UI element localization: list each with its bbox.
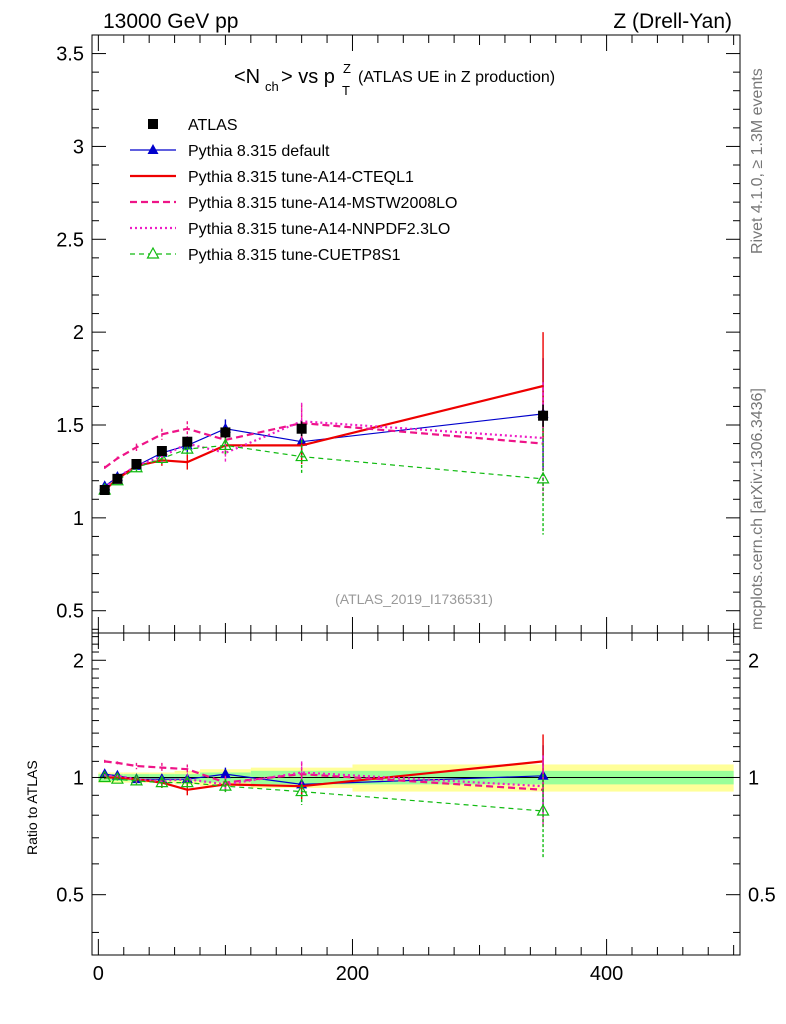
atlas-point [220,427,231,438]
ratio-mc5-point [129,773,143,786]
main-mc5-point [180,441,194,454]
ratio-ytick-label-right: 2 [748,650,759,672]
main-ytick-label: 2.5 [56,229,84,251]
ratio-mc5-point [218,778,232,791]
legend-label: Pythia 8.315 default [188,143,330,160]
title-suffix: (ATLAS UE in Z production) [358,69,555,86]
ratio-mc1-point [219,768,231,779]
main-ytick-label: 1 [73,508,84,530]
main-mc5-point [218,438,232,451]
analysis-label: (ATLAS_2019_I1736531) [335,591,493,607]
ratio-mc5-line [104,776,544,812]
legend-label: Pythia 8.315 tune-CUETP8S1 [188,247,401,264]
ratio-mc5-point [295,784,309,797]
legend-entry: Pythia 8.315 default [130,143,330,160]
axes: 0.5 1 1.5 2 2.5 3 3.5 0 200 400 0.5 0.5 1 1 2 2 [56,34,776,985]
title-sub2: T [342,83,350,98]
atlas-point [131,459,142,469]
legend-marker [146,246,160,259]
ratio-series-5 [98,770,550,859]
main-ytick-label: 1.5 [56,415,84,437]
main-ytick-label: 3 [73,136,84,158]
main-ytick-label: 2 [73,322,84,344]
ratio-plot-area [98,734,734,859]
legend-label: Pythia 8.315 tune-A14-MSTW2008LO [188,195,457,212]
main-series-atlas [99,404,549,495]
ratio-xtick-label: 0 [93,963,104,985]
title-mid: > vs p [281,66,335,88]
ratio-ytick-label: 0.5 [56,885,84,907]
atlas-point [296,423,307,434]
ratio-ytick-label-right: 0.5 [748,885,776,907]
ratio-ylabel: Ratio to ATLAS [24,760,40,855]
atlas-point [182,436,193,447]
title-sup: Z [343,61,351,76]
legend-entry: Pythia 8.315 tune-A14-MSTW2008LO [130,195,457,212]
legend-label: Pythia 8.315 tune-A14-CTEQL1 [188,169,414,186]
ratio-frame [91,632,741,956]
ratio-mc5-point [180,775,194,788]
legend-label: ATLAS [188,117,238,134]
main-mc5-point [536,471,550,484]
atlas-point [156,446,167,456]
ratio-mc5-point [110,771,124,784]
atlas-point [538,410,549,421]
main-series-2 [103,332,544,492]
rivet-label: Rivet 4.1.0, ≥ 1.3M events [749,68,766,254]
legend-entry: Pythia 8.315 tune-A14-CTEQL1 [130,169,414,186]
ratio-xtick-label: 400 [590,963,623,985]
atlas-point [112,473,123,484]
ratio-mc4-line [104,771,544,788]
ratio-xtick-label: 200 [336,963,369,985]
header-left: 13000 GeV pp [103,10,238,33]
main-plot-title: <N ch > vs p Z T (ATLAS UE in Z producti… [234,61,555,98]
legend-label: Pythia 8.315 tune-A14-NNPDF2.3LO [188,221,450,238]
ratio-mc5-point [98,770,112,783]
atlas-point [99,485,110,495]
legend-entry: ATLAS [148,117,238,134]
main-ytick-label: 0.5 [56,601,84,623]
ratio-ytick-label: 1 [73,767,84,789]
ratio-ytick-label: 2 [73,650,84,672]
main-mc5-point [155,451,169,464]
ratio-mc5-point [536,803,550,816]
legend: ATLAS Pythia 8.315 default Pythia 8.315 tu… [130,117,457,264]
legend-marker [147,144,159,154]
legend-entry: Pythia 8.315 tune-A14-NNPDF2.3LO [130,221,450,238]
ratio-mc5-point [155,775,169,788]
header-right: Z (Drell-Yan) [613,10,732,33]
mcplots-label: mcplots.cern.ch [arXiv:1306.3436] [749,388,766,630]
main-ytick-label: 3.5 [56,44,84,66]
title-sub: ch [265,79,279,94]
legend-entry: Pythia 8.315 tune-CUETP8S1 [130,246,401,264]
main-mc5-point [295,449,309,462]
legend-marker [148,119,158,129]
ratio-ytick-label-right: 1 [748,767,759,789]
main-series-3 [104,387,544,500]
title-prefix: <N [234,66,260,88]
main-plot-area [98,332,550,535]
main-mc3-line [104,421,544,469]
